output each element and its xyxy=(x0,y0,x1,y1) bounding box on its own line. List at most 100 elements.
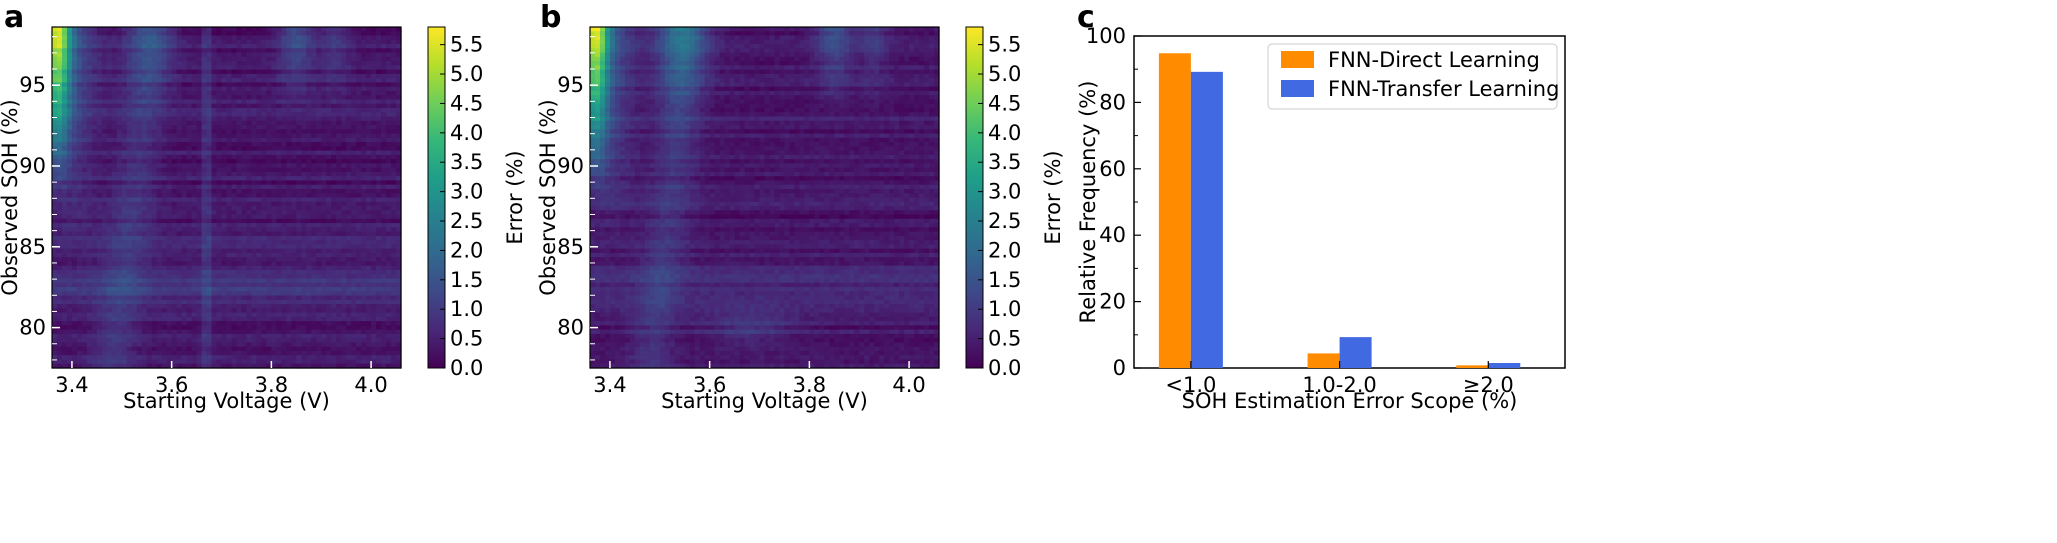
heatmap-cell xyxy=(71,214,78,220)
heatmap-cell xyxy=(236,116,243,122)
heatmap-cell xyxy=(66,278,73,284)
heatmap-cell xyxy=(281,321,287,326)
heatmap-cell xyxy=(311,201,317,207)
heatmap-cell xyxy=(111,188,118,194)
heatmap-cell xyxy=(211,180,218,186)
heatmap-cell xyxy=(121,27,128,32)
heatmap-cell xyxy=(331,176,337,182)
heatmap-cell xyxy=(221,316,228,322)
heatmap-cell xyxy=(241,240,248,245)
heatmap-cell xyxy=(81,120,88,126)
heatmap-cell xyxy=(356,61,362,66)
heatmap-cell xyxy=(236,308,243,314)
heatmap-cell xyxy=(146,35,153,41)
heatmap-cell xyxy=(101,269,108,275)
heatmap-cell xyxy=(346,197,352,203)
heatmap-cell xyxy=(246,214,253,220)
heatmap-cell xyxy=(331,184,337,190)
heatmap-cell xyxy=(261,265,267,271)
heatmap-cell xyxy=(321,197,327,203)
heatmap-cell xyxy=(171,73,178,79)
heatmap-cell xyxy=(241,176,248,182)
heatmap-cell xyxy=(231,73,238,79)
heatmap-cell xyxy=(91,295,98,301)
heatmap-cell xyxy=(346,244,352,250)
heatmap-cell xyxy=(211,206,218,211)
heatmap-cell xyxy=(271,73,277,79)
heatmap-cell xyxy=(106,201,113,207)
heatmap-cell xyxy=(52,180,58,186)
heatmap-cell xyxy=(281,218,287,224)
heatmap-cell xyxy=(166,82,173,88)
heatmap-cell xyxy=(151,210,158,216)
heatmap-cell xyxy=(76,188,83,194)
heatmap-cell xyxy=(71,291,78,297)
heatmap-cell xyxy=(196,120,203,126)
heatmap-cell xyxy=(176,78,183,84)
heatmap-cell xyxy=(241,287,248,292)
heatmap-cell xyxy=(261,197,267,203)
heatmap-cell xyxy=(316,201,322,207)
heatmap-cell xyxy=(341,39,347,45)
heatmap-cell xyxy=(351,112,357,118)
heatmap-cell xyxy=(76,278,83,284)
heatmap-cell xyxy=(291,295,297,301)
heatmap-cell xyxy=(261,274,267,280)
heatmap-cell xyxy=(91,39,98,45)
heatmap-cell xyxy=(276,163,282,169)
heatmap-cell xyxy=(52,171,58,177)
heatmap-cell xyxy=(256,73,262,79)
heatmap-cell xyxy=(226,65,233,71)
heatmap-cell xyxy=(111,227,118,233)
heatmap-cell xyxy=(301,287,307,292)
heatmap-cell xyxy=(321,287,327,292)
heatmap-cell xyxy=(366,287,372,292)
heatmap-cell xyxy=(296,312,302,318)
heatmap-cell xyxy=(161,120,168,126)
heatmap-cell xyxy=(121,282,128,288)
heatmap-cell xyxy=(316,278,322,284)
heatmap-cell xyxy=(131,56,138,62)
heatmap-cell xyxy=(301,146,307,152)
heatmap-cell xyxy=(81,257,88,263)
heatmap-cell xyxy=(276,44,282,49)
heatmap-cell xyxy=(306,31,312,37)
heatmap-cell xyxy=(271,299,277,305)
heatmap-cell xyxy=(186,223,193,228)
heatmap-cell xyxy=(136,39,143,45)
heatmap-cell xyxy=(106,95,113,101)
heatmap-cell xyxy=(381,56,387,62)
heatmap-cell xyxy=(391,52,397,58)
heatmap-cell xyxy=(281,231,287,237)
heatmap-cell xyxy=(96,31,103,37)
heatmap-cell xyxy=(331,125,337,130)
heatmap-cell xyxy=(366,218,372,224)
heatmap-cell xyxy=(311,321,317,326)
heatmap-cell xyxy=(371,129,377,135)
heatmap-cell xyxy=(106,171,113,177)
heatmap-cell xyxy=(91,193,98,199)
heatmap-cell xyxy=(161,35,168,41)
heatmap-cell xyxy=(356,231,362,237)
heatmap-cell xyxy=(256,214,262,220)
heatmap-cell xyxy=(366,31,372,37)
heatmap-cell xyxy=(356,176,362,182)
heatmap-cell xyxy=(241,316,248,322)
heatmap-cell xyxy=(246,321,253,326)
heatmap-cell xyxy=(276,316,282,322)
heatmap-cell xyxy=(276,308,282,314)
heatmap-cell xyxy=(301,90,307,96)
heatmap-cell xyxy=(346,201,352,207)
heatmap-cell xyxy=(226,167,233,173)
heatmap-cell xyxy=(376,316,382,322)
heatmap-cell xyxy=(241,193,248,199)
heatmap-cell xyxy=(286,282,292,288)
heatmap-cell xyxy=(136,235,143,241)
heatmap-cell xyxy=(371,44,377,49)
heatmap-cell xyxy=(211,291,218,297)
heatmap-cell xyxy=(311,231,317,237)
heatmap-cell xyxy=(56,257,63,263)
heatmap-cell xyxy=(86,95,93,101)
heatmap-cell xyxy=(346,282,352,288)
heatmap-cell xyxy=(201,27,208,32)
